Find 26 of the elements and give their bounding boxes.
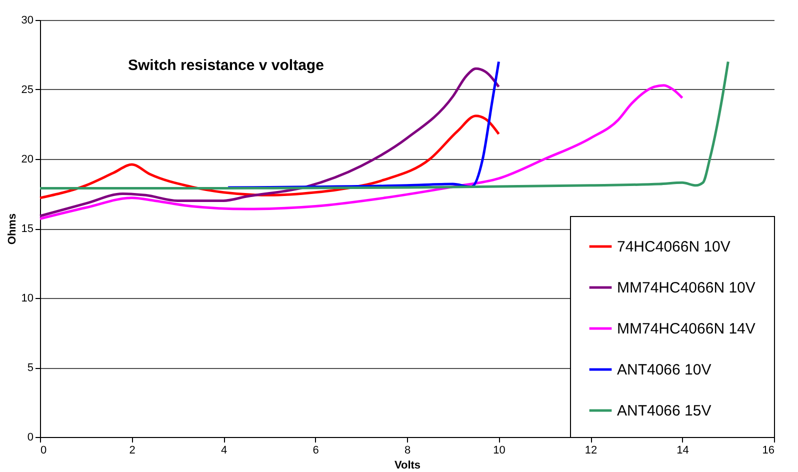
y-axis-title: Ohms: [6, 213, 18, 245]
text: Switch resistance v voltage: [128, 57, 324, 74]
x-tick-label: 0: [40, 444, 47, 456]
x-tick-label: 4: [220, 444, 228, 456]
legend-label: MM74HC4066N 10V: [617, 280, 756, 296]
y-tick-label: 5: [27, 362, 34, 374]
y-tick-label: 30: [21, 14, 34, 26]
y-tick-label: 0: [27, 432, 34, 444]
x-tick-label: 16: [762, 444, 774, 456]
x-tick-label: 6: [312, 444, 319, 456]
legend-label: ANT4066 15V: [617, 402, 712, 420]
x-tick-label: 14: [676, 444, 689, 456]
x-tick-label: 2: [129, 444, 136, 456]
x-tick-label: 12: [584, 444, 598, 456]
y-tick-label: 15: [21, 223, 34, 235]
legend-label: ANT4066 10V: [617, 362, 712, 378]
line-series: [38, 60, 730, 190]
x-tick-label: 10: [493, 444, 506, 456]
y-tick-label: 10: [21, 292, 34, 304]
y-tick-label: 20: [21, 154, 34, 166]
x-tick-label: 8: [404, 444, 411, 456]
x-axis-title: Volts: [394, 460, 421, 472]
legend-label: MM74HC4066N 14V: [617, 320, 756, 338]
y-tick-label: 25: [21, 84, 34, 96]
legend-label: 74HC4066N 10V: [617, 238, 730, 256]
line-series: [38, 84, 684, 220]
